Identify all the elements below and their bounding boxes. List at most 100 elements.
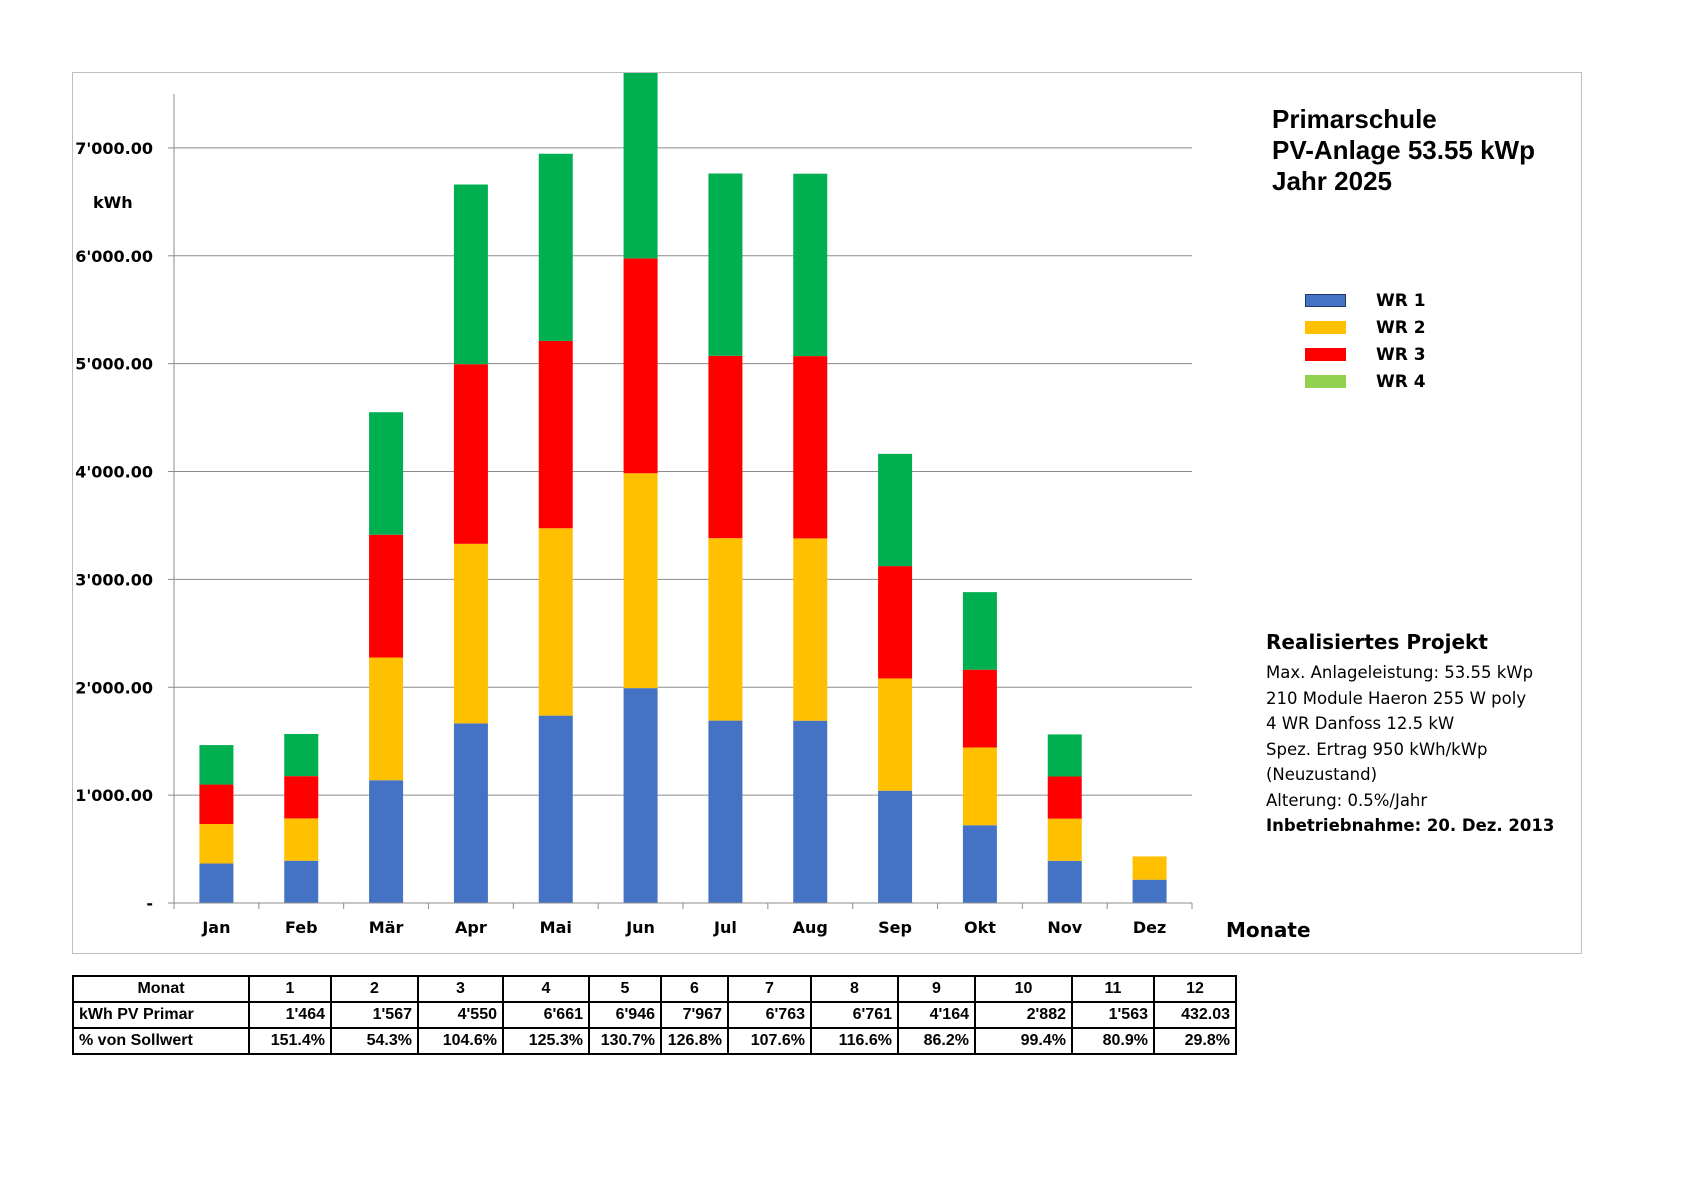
x-tick-label: Apr xyxy=(455,918,487,937)
table-cell: 7'967 xyxy=(660,1001,729,1029)
bar-segment-wr4 xyxy=(369,412,404,535)
bar-segment-wr1 xyxy=(1047,860,1082,903)
legend-item-wr4: WR 4 xyxy=(1305,368,1426,395)
bar-segment-wr1 xyxy=(369,780,404,903)
bar-segment-wr2 xyxy=(623,473,658,689)
table-cell: 6'761 xyxy=(810,1001,899,1029)
x-axis-title: Monate xyxy=(1226,918,1311,942)
legend-item-wr2: WR 2 xyxy=(1305,314,1426,341)
project-line-power: Max. Anlageleistung: 53.55 kWp xyxy=(1266,663,1534,682)
table-cell: 1'567 xyxy=(330,1001,419,1029)
table-header-month: 12 xyxy=(1153,975,1237,1003)
bar-segment-wr4 xyxy=(708,173,743,356)
x-tick-label: Jan xyxy=(201,918,230,937)
table-header-month: 1 xyxy=(248,975,332,1003)
project-line-commissioning: Inbetriebnahme: 20. Dez. 2013 xyxy=(1266,816,1555,835)
bar-segment-wr3 xyxy=(369,534,404,658)
project-line-yield: Spez. Ertrag 950 kWh/kWp xyxy=(1266,739,1488,759)
bar-segment-wr3 xyxy=(793,356,828,539)
x-tick-label: Mai xyxy=(540,918,572,937)
x-tick-label: Jun xyxy=(625,918,655,937)
bar-segment-wr3 xyxy=(284,776,319,819)
bar-segment-wr2 xyxy=(878,678,913,791)
axes xyxy=(168,94,1193,909)
table-cell: 4'550 xyxy=(417,1001,504,1029)
bar-segment-wr1 xyxy=(793,720,828,903)
yield-table: Monat 1 2 3 4 5 6 7 8 9 10 11 12 kWh PV … xyxy=(72,975,1237,1055)
bar-segment-wr2 xyxy=(453,543,488,724)
legend: WR 1 WR 2 WR 3 WR 4 xyxy=(1305,287,1426,395)
bar-segment-wr1 xyxy=(623,688,658,903)
table-cell: 6'661 xyxy=(502,1001,590,1029)
table-cell: 1'464 xyxy=(248,1001,332,1029)
table-header-month: 11 xyxy=(1071,975,1155,1003)
title-line-3: Jahr 2025 xyxy=(1272,166,1392,196)
table-cell: 1'563 xyxy=(1071,1001,1155,1029)
table-cell: 151.4% xyxy=(248,1027,332,1055)
table-cell: 104.6% xyxy=(417,1027,504,1055)
project-line-condition: (Neuzustand) xyxy=(1266,765,1378,784)
bar-segment-wr1 xyxy=(708,720,743,903)
legend-item-wr1: WR 1 xyxy=(1305,287,1426,314)
bar-segment-wr3 xyxy=(962,669,997,748)
legend-label-wr3: WR 3 xyxy=(1376,344,1426,365)
bar-segment-wr2 xyxy=(1132,856,1167,880)
table-cell: 126.8% xyxy=(660,1027,729,1055)
legend-label-wr4: WR 4 xyxy=(1376,371,1426,392)
x-tick-label: Sep xyxy=(878,918,912,937)
y-tick-label: 6'000.00 xyxy=(75,247,153,266)
chart-frame: - 1'000.00 2'000.00 3'000.00 4'000.00 5'000.0… xyxy=(72,72,1582,954)
bar-chart: - 1'000.00 2'000.00 3'000.00 4'000.00 5'000.0… xyxy=(75,73,1193,937)
bar-segment-wr3 xyxy=(623,258,658,474)
table-header-row: Monat 1 2 3 4 5 6 7 8 9 10 11 12 xyxy=(72,975,1237,1003)
bar-segment-wr1 xyxy=(453,723,488,903)
bar-segment-wr4 xyxy=(538,153,573,341)
bar-segment-wr4 xyxy=(793,173,828,357)
bar-segment-wr4 xyxy=(623,73,658,259)
bar-segment-wr1 xyxy=(962,825,997,903)
table-header-month: 8 xyxy=(810,975,899,1003)
title-line-2: PV-Anlage 53.55 kWp xyxy=(1272,135,1535,165)
legend-swatch-wr4 xyxy=(1305,375,1346,388)
bar-segment-wr3 xyxy=(1047,776,1082,819)
title-line-1: Primarschule xyxy=(1272,104,1437,134)
table-cell: 432.03 xyxy=(1153,1001,1237,1029)
table-cell: 125.3% xyxy=(502,1027,590,1055)
bar-segment-wr2 xyxy=(369,657,404,781)
table-cell: 130.7% xyxy=(588,1027,662,1055)
table-cell: 2'882 xyxy=(974,1001,1073,1029)
table-header-month: 6 xyxy=(660,975,729,1003)
bar-segment-wr3 xyxy=(878,566,913,679)
bar-segment-wr3 xyxy=(708,355,743,539)
bar-segment-wr4 xyxy=(453,184,488,365)
y-tick-label: 5'000.00 xyxy=(75,355,153,374)
bar-segment-wr2 xyxy=(1047,818,1082,861)
y-tick-label: 7'000.00 xyxy=(75,139,153,158)
bar-segment-wr1 xyxy=(284,860,319,903)
project-heading: Realisiertes Projekt xyxy=(1266,630,1488,654)
table-cell: 107.6% xyxy=(727,1027,812,1055)
bar-segment-wr2 xyxy=(708,538,743,721)
y-tick-label: 3'000.00 xyxy=(75,570,153,589)
bar-segment-wr2 xyxy=(538,528,573,716)
y-tick-label: 4'000.00 xyxy=(75,463,153,482)
table-header-month: 4 xyxy=(502,975,590,1003)
table-cell: 29.8% xyxy=(1153,1027,1237,1055)
x-tick-label: Okt xyxy=(964,918,996,937)
table-header-month: 9 xyxy=(897,975,976,1003)
table-header-month: 2 xyxy=(330,975,419,1003)
project-line-aging: Alterung: 0.5%/Jahr xyxy=(1266,790,1428,810)
table-header-month: 3 xyxy=(417,975,504,1003)
table-cell: 6'763 xyxy=(727,1001,812,1029)
table-cell: 99.4% xyxy=(974,1027,1073,1055)
table-row: kWh PV Primar 1'464 1'567 4'550 6'661 6'… xyxy=(72,1001,1237,1029)
x-tick-label: Mär xyxy=(369,918,404,937)
bar-segment-wr2 xyxy=(793,538,828,721)
y-axis-title: kWh xyxy=(93,193,133,212)
x-tick-label: Jul xyxy=(713,918,737,937)
bar-segment-wr3 xyxy=(453,364,488,544)
bar-segment-wr3 xyxy=(199,784,234,825)
bar-segment-wr4 xyxy=(284,733,319,777)
grid-lines xyxy=(174,147,1192,796)
bar-segment-wr1 xyxy=(1132,879,1167,903)
